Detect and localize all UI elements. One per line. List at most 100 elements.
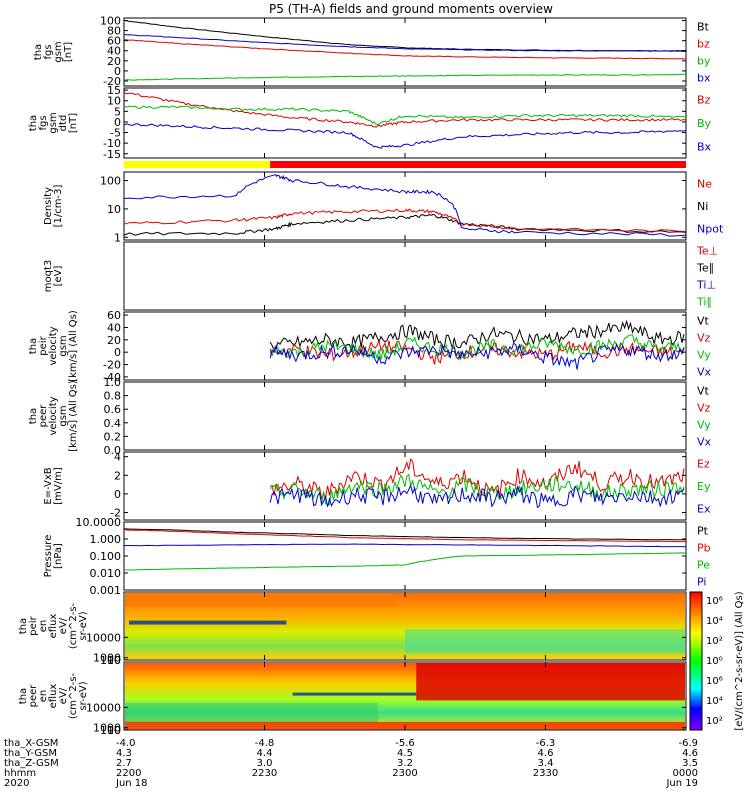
y-axis-label: eV/ bbox=[58, 687, 69, 704]
time-axis-z-gsm: 3.5 bbox=[682, 758, 698, 769]
y-tick-label: 1000 bbox=[93, 722, 121, 735]
legend-entry: Pi bbox=[697, 576, 706, 589]
legend-entry: bz bbox=[697, 38, 710, 51]
colorbar-label: [eV/(cm^2-s-sr-eV)] (All Qs) bbox=[734, 591, 745, 730]
time-axis-z-gsm: 3.0 bbox=[257, 758, 273, 769]
y-axis-label: fgs bbox=[43, 44, 54, 59]
y-axis-label: peir bbox=[28, 615, 39, 635]
legend-entry: Vx bbox=[697, 366, 712, 379]
y-axis-label: fgs bbox=[38, 115, 49, 130]
y-tick-label: 10 bbox=[107, 654, 121, 667]
legend-entry: Te∥ bbox=[696, 262, 714, 275]
y-axis-label: en bbox=[38, 690, 49, 703]
y-tick-label: 10.0000 bbox=[76, 516, 122, 529]
y-axis-label: [eV] bbox=[53, 266, 64, 287]
colorbar-gradient bbox=[689, 591, 703, 731]
legend-entry: Pe bbox=[697, 559, 710, 572]
time-axis-y-gsm: 4.4 bbox=[257, 748, 273, 759]
y-axis-label: tha bbox=[28, 115, 39, 131]
y-tick-label: 100 bbox=[100, 724, 121, 737]
series-line-Pi bbox=[123, 543, 687, 548]
y-tick-label: -40 bbox=[103, 371, 121, 384]
legend-entry: Npot bbox=[697, 223, 724, 236]
legend-entry: Ez bbox=[697, 457, 710, 470]
y-tick-label: 1.000 bbox=[90, 533, 122, 546]
mode-bar-segment bbox=[124, 161, 271, 168]
y-axis-label: tha bbox=[33, 44, 44, 60]
y-tick-label: 0.010 bbox=[90, 567, 122, 580]
y-axis-label: sr-eV) bbox=[78, 611, 89, 640]
y-axis-label: tha bbox=[28, 408, 39, 424]
panel-peer_velocity-frame bbox=[123, 381, 687, 451]
y-tick-label: 4 bbox=[114, 451, 121, 464]
legend-entry: Vt bbox=[697, 315, 710, 328]
series-line-Vx bbox=[269, 342, 685, 370]
time-axis-x-gsm: -4.8 bbox=[255, 738, 275, 749]
legend-entry: Ti⊥ bbox=[696, 279, 716, 292]
y-tick-label: 20 bbox=[107, 55, 121, 68]
y-axis-label: peer bbox=[28, 684, 39, 708]
y-tick-label: 100 bbox=[100, 654, 121, 667]
spectrogram-band bbox=[129, 620, 287, 625]
panel-density: 100 10 1 Density [1/cm-3] bbox=[43, 171, 687, 244]
y-tick-label: 100 bbox=[100, 15, 121, 28]
legend-entry: Vy bbox=[697, 419, 711, 432]
series-line-Pe bbox=[123, 552, 687, 571]
y-axis-label: velocity bbox=[48, 396, 59, 435]
legend-entry: Pb bbox=[697, 542, 711, 555]
y-tick-label: -20 bbox=[103, 75, 121, 88]
time-axis-date: Jun 19 bbox=[665, 778, 698, 789]
y-axis-label: Density bbox=[43, 187, 54, 225]
series-line-Pt bbox=[123, 528, 686, 541]
spectrogram-band bbox=[125, 593, 395, 607]
series-line-Ey bbox=[270, 473, 685, 506]
y-tick-label: 1000 bbox=[93, 652, 121, 665]
legend-entry: Vz bbox=[697, 402, 711, 415]
series-line-Bx bbox=[123, 123, 687, 149]
series-line-by bbox=[123, 73, 687, 81]
colorbar-tick-label: 10⁶ bbox=[706, 596, 723, 607]
y-axis-label: dtd bbox=[58, 115, 69, 132]
time-axis-z-gsm: 3.4 bbox=[538, 758, 554, 769]
y-axis-label: tha bbox=[28, 338, 39, 354]
y-tick-label: -20 bbox=[103, 359, 121, 372]
y-tick-label: 2 bbox=[114, 469, 121, 482]
spectrogram-band bbox=[405, 629, 685, 654]
series-line-bx bbox=[123, 33, 687, 53]
legend-entry: Ey bbox=[697, 480, 711, 493]
legend-entry: by bbox=[697, 55, 711, 68]
series-line-Ex bbox=[269, 484, 685, 509]
mode-bar bbox=[124, 161, 686, 168]
time-axis-y-gsm: 4.5 bbox=[397, 748, 413, 759]
legend-entry: Ne bbox=[697, 177, 712, 190]
legend-entry: Ti∥ bbox=[696, 296, 712, 309]
y-axis-label: [km/s] (All Qs) bbox=[68, 310, 79, 382]
time-axis-hhmm: 0000 bbox=[673, 768, 698, 779]
y-tick-label: 0 bbox=[114, 346, 121, 359]
time-axis-x-gsm: -6.3 bbox=[536, 738, 556, 749]
legend-entry: Ni bbox=[697, 200, 708, 213]
legend-entry: Bz bbox=[697, 94, 711, 107]
y-tick-label: 0.8 bbox=[104, 390, 122, 403]
spectrogram-band bbox=[125, 702, 378, 724]
y-axis-label: eflux bbox=[48, 614, 59, 639]
series-line-Vy bbox=[269, 334, 685, 360]
legend-entry: Ex bbox=[697, 503, 711, 516]
y-axis-label: peir bbox=[38, 335, 49, 355]
colorbar: 10⁶ 10⁴ 10² 10⁰ 10⁶ 10⁴ 10² [eV/(cm^2-s-sr-eV)]… bbox=[689, 591, 745, 731]
legend-entry: Bx bbox=[697, 140, 712, 153]
panel-temperature: moqt3 [eV] bbox=[43, 241, 687, 311]
time-axis-row-label: tha_Z-GSM bbox=[4, 758, 59, 769]
panel-pressure: 10.0000 1.000 0.100 0.010 0.001 Pressure [nPa] bbox=[43, 516, 687, 597]
legend-entry: Pt bbox=[697, 525, 709, 538]
panel-peer_velocity: 1.00.80.60.40.20.0 tha peer velocity gsm [km/… bbox=[28, 376, 687, 457]
legend-entry: By bbox=[697, 117, 712, 130]
colorbar-tick-label: 10² bbox=[706, 636, 723, 647]
y-axis-label: peer bbox=[38, 404, 49, 428]
y-axis-label: [nT] bbox=[63, 42, 74, 62]
time-axis-y-gsm: 4.6 bbox=[538, 748, 554, 759]
